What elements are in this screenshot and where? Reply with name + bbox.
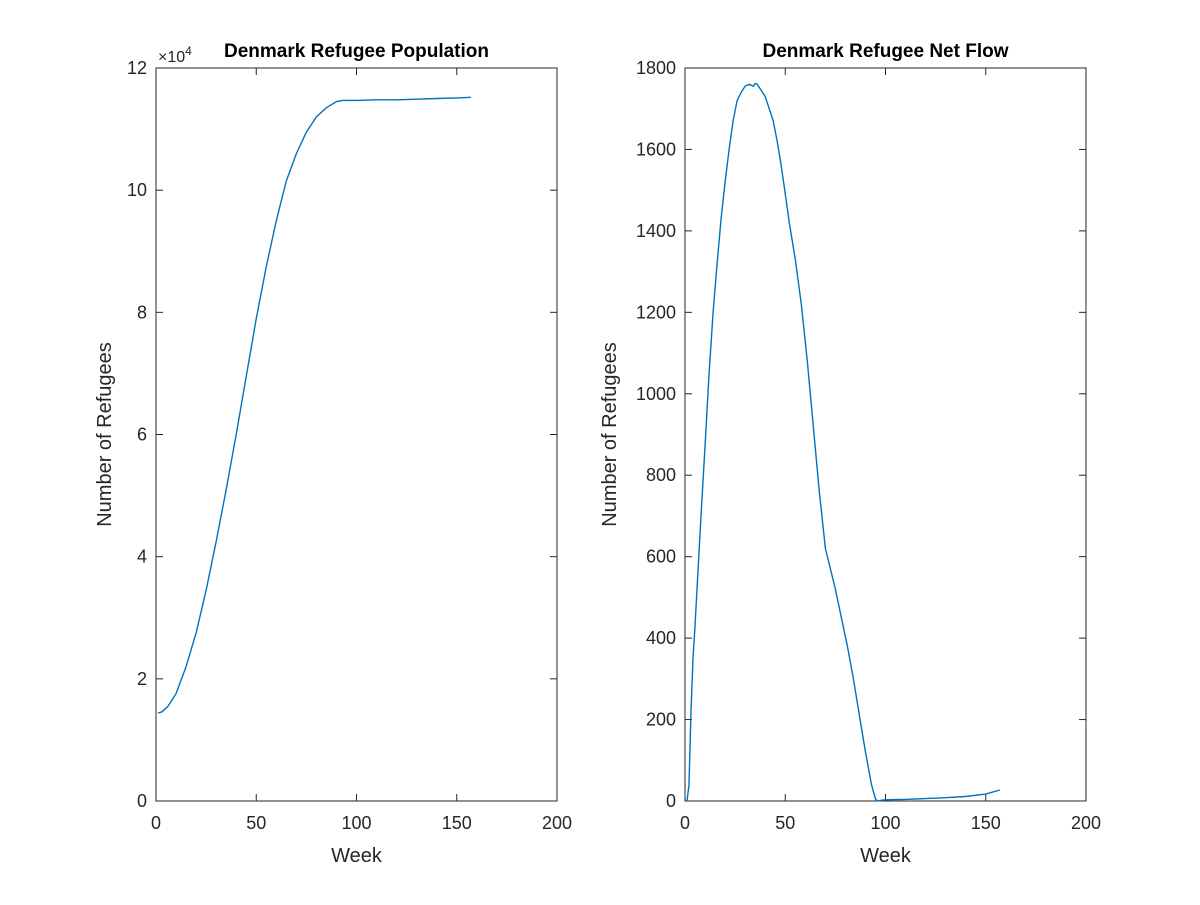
population-series [157, 96, 471, 714]
population-axes-ticks: 0 50 100 150 200 0 2 4 6 8 10 12 [127, 58, 572, 833]
population-y-exponent: ×104 [158, 44, 192, 66]
population-chart: Denmark Refugee Population Week Number o… [94, 41, 572, 867]
y-tick-label: 6 [137, 425, 147, 445]
x-tick-label: 200 [1071, 813, 1101, 833]
net-flow-axes-ticks: 0 50 100 150 200 0 200 400 600 800 1000 1200 1400 160… [636, 58, 1101, 833]
y-tick-label: 10 [127, 180, 147, 200]
net-flow-chart: Denmark Refugee Net Flow Week Number of … [599, 41, 1101, 867]
x-tick-label: 0 [151, 813, 161, 833]
population-y-axis-label: Number of Refugees [94, 342, 116, 527]
y-tick-label: 0 [137, 791, 147, 811]
y-tick-label: 8 [137, 302, 147, 322]
y-tick-label: 12 [127, 58, 147, 78]
net-flow-x-axis-label: Week [860, 845, 912, 867]
y-tick-label: 800 [646, 465, 676, 485]
y-tick-label: 0 [666, 791, 676, 811]
x-tick-label: 150 [971, 813, 1001, 833]
population-plot-area [155, 67, 558, 802]
net-flow-series [686, 82, 1000, 802]
series-line [686, 82, 1000, 802]
y-tick-label: 200 [646, 710, 676, 730]
y-tick-label: 2 [137, 669, 147, 689]
y-tick-label: 1600 [636, 139, 676, 159]
exponent-power: 4 [185, 44, 192, 58]
x-tick-label: 200 [542, 813, 572, 833]
x-tick-label: 150 [442, 813, 472, 833]
x-tick-label: 50 [246, 813, 266, 833]
y-tick-label: 400 [646, 628, 676, 648]
x-tick-label: 50 [775, 813, 795, 833]
series-line [157, 96, 471, 714]
x-tick-label: 100 [341, 813, 371, 833]
net-flow-chart-title: Denmark Refugee Net Flow [763, 41, 1009, 62]
y-tick-label: 1200 [636, 302, 676, 322]
x-tick-label: 100 [870, 813, 900, 833]
exponent-base: ×10 [158, 49, 185, 66]
net-flow-y-axis-label: Number of Refugees [599, 342, 621, 527]
net-flow-plot-area [684, 67, 1087, 802]
y-tick-label: 1000 [636, 384, 676, 404]
y-tick-label: 1400 [636, 221, 676, 241]
y-tick-label: 600 [646, 547, 676, 567]
svg-text:×104: ×104 [158, 44, 192, 66]
population-x-axis-label: Week [331, 845, 383, 867]
population-chart-title: Denmark Refugee Population [224, 41, 489, 62]
y-tick-label: 1800 [636, 58, 676, 78]
y-tick-label: 4 [137, 547, 147, 567]
x-tick-label: 0 [680, 813, 690, 833]
